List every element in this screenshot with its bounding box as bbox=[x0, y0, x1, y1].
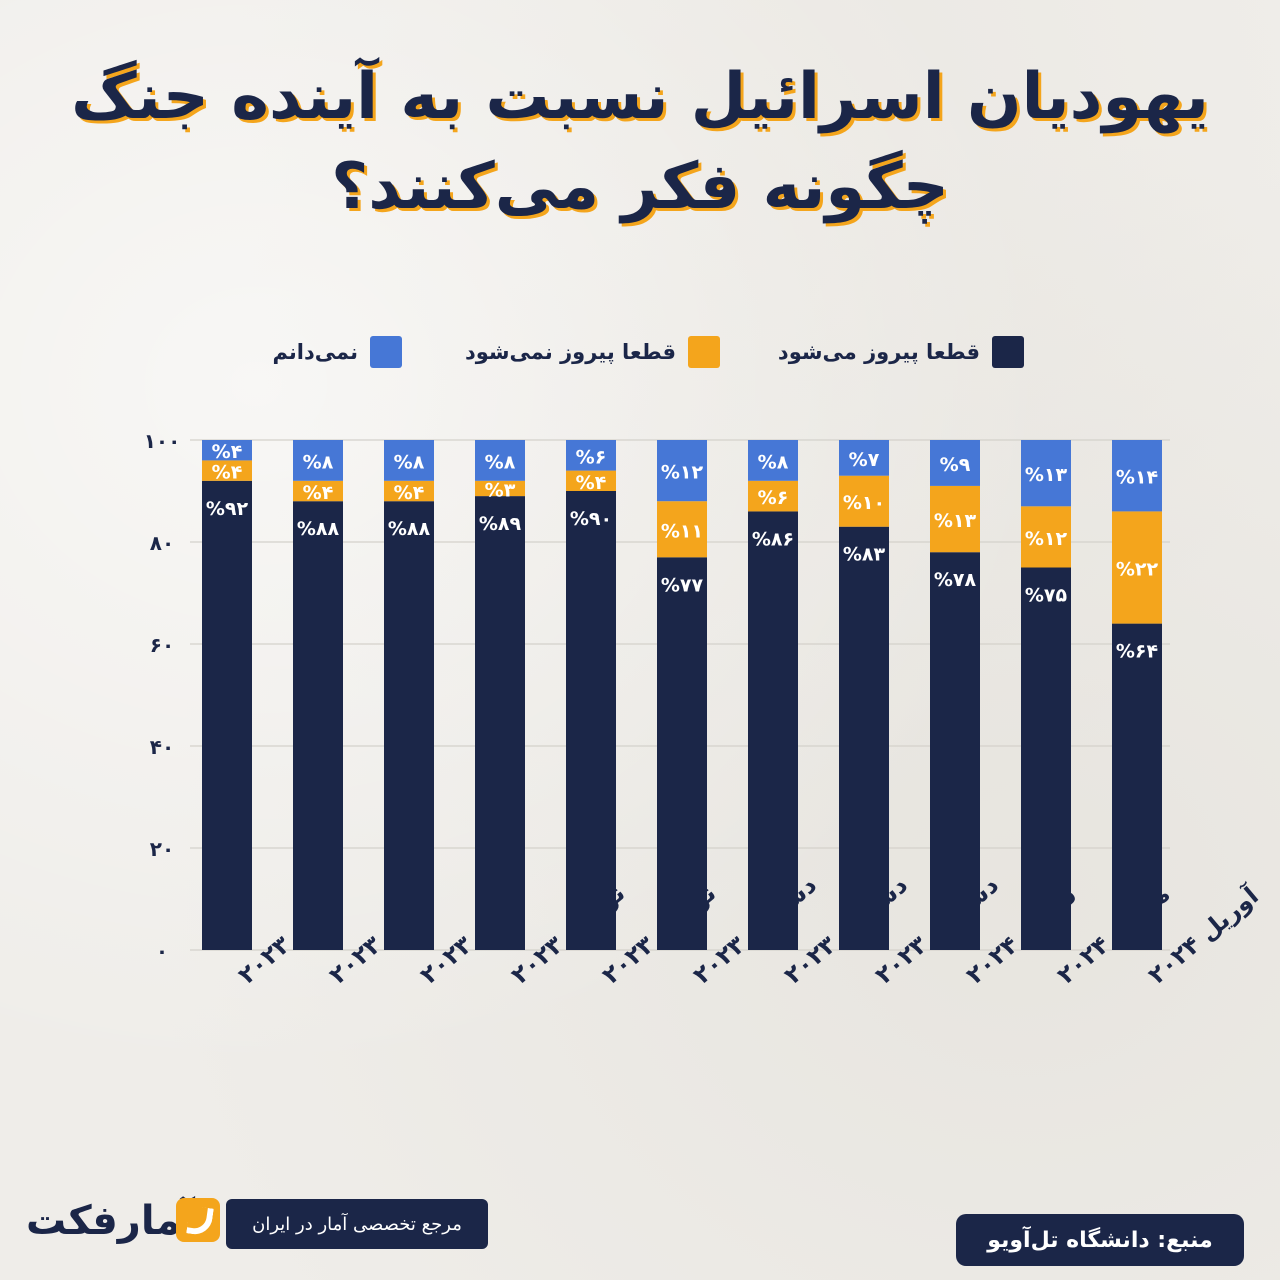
legend-item-win: قطعا پیروز می‌شود bbox=[778, 336, 1024, 368]
data-label: %۴ bbox=[576, 472, 607, 494]
bar-segment bbox=[202, 460, 252, 481]
bar-segment bbox=[930, 552, 980, 950]
bar-segment bbox=[748, 480, 798, 512]
bar-segment bbox=[839, 526, 889, 950]
data-label: %۸۸ bbox=[388, 518, 431, 540]
bar-segment bbox=[1112, 511, 1162, 624]
data-label: %۶ bbox=[758, 487, 789, 509]
bar-segment bbox=[475, 496, 525, 950]
y-tick-label: ۲۰ bbox=[150, 837, 174, 861]
data-label: %۸ bbox=[485, 451, 516, 473]
data-label: %۷۸ bbox=[934, 569, 977, 591]
bar-segment bbox=[384, 501, 434, 950]
data-label: %۹۲ bbox=[206, 498, 249, 520]
bar-segment bbox=[475, 440, 525, 481]
data-label: %۱۲ bbox=[661, 462, 704, 484]
bar-segment bbox=[930, 440, 980, 486]
bar-segment bbox=[748, 511, 798, 950]
legend-label-not-win: قطعا پیروز نمی‌شود bbox=[464, 340, 676, 364]
legend-label-dont-know: نمی‌دانم bbox=[272, 340, 358, 364]
data-label: %۶۴ bbox=[1116, 641, 1158, 663]
data-label: %۸۸ bbox=[297, 518, 340, 540]
legend-swatch-not-win bbox=[688, 336, 720, 368]
data-label: %۴ bbox=[303, 482, 334, 504]
bar-segment bbox=[748, 440, 798, 481]
bar-segment bbox=[839, 440, 889, 476]
bar-segment bbox=[657, 440, 707, 502]
y-tick-label: ۴۰ bbox=[150, 735, 174, 759]
bar-segment bbox=[566, 491, 616, 950]
legend-item-not-win: قطعا پیروز نمی‌شود bbox=[465, 336, 720, 368]
data-label: %۱۰ bbox=[843, 492, 885, 514]
bar-segment bbox=[657, 501, 707, 558]
data-label: %۲۲ bbox=[1116, 559, 1159, 581]
data-label: %۱۳ bbox=[1025, 464, 1068, 486]
data-label: %۸۹ bbox=[479, 513, 522, 535]
data-label: %۹ bbox=[940, 454, 971, 476]
bar-segment bbox=[1112, 623, 1162, 950]
data-label: %۹۰ bbox=[570, 508, 612, 530]
bar-segment bbox=[566, 440, 616, 471]
bar-segment bbox=[384, 440, 434, 481]
logo-text: آمارفکت bbox=[26, 1198, 195, 1244]
y-tick-label: ۰ bbox=[156, 939, 168, 963]
bar-segment bbox=[293, 440, 343, 481]
data-label: %۴ bbox=[212, 462, 243, 484]
bar-segment bbox=[293, 501, 343, 950]
chart-title-line2: چگونه فکر می‌کنند؟ bbox=[331, 150, 949, 224]
bar-segment bbox=[930, 485, 980, 553]
data-label: %۱۱ bbox=[661, 520, 703, 542]
data-label: %۷۷ bbox=[661, 574, 704, 596]
bar-segment bbox=[475, 480, 525, 497]
legend-label-win: قطعا پیروز می‌شود bbox=[777, 340, 980, 364]
bar-segment bbox=[1112, 440, 1162, 512]
data-label: %۸۶ bbox=[752, 528, 794, 550]
data-label: %۸ bbox=[303, 451, 334, 473]
data-label: %۴ bbox=[212, 441, 243, 463]
data-label: %۱۳ bbox=[934, 510, 977, 532]
data-label: %۸ bbox=[394, 451, 425, 473]
bar-segment bbox=[657, 557, 707, 950]
legend-swatch-dont-know bbox=[370, 336, 402, 368]
bar-segment bbox=[384, 480, 434, 502]
bar-segment bbox=[202, 480, 252, 950]
bar-segment bbox=[1021, 506, 1071, 568]
bar-segment bbox=[839, 475, 889, 527]
data-label: %۳ bbox=[485, 479, 516, 501]
legend-swatch-win bbox=[992, 336, 1024, 368]
chart-title-line1: یهودیان اسرائیل نسبت به آینده جنگ bbox=[71, 60, 1209, 134]
bar-segment bbox=[293, 480, 343, 502]
data-label: %۶ bbox=[576, 446, 607, 468]
data-label: %۱۲ bbox=[1025, 528, 1068, 550]
bar-segment bbox=[1021, 440, 1071, 507]
tagline-badge: مرجع تخصصی آمار در ایران bbox=[226, 1199, 488, 1249]
y-tick-label: ۶۰ bbox=[150, 633, 174, 657]
bar-segment bbox=[202, 440, 252, 461]
data-label: %۷ bbox=[849, 449, 880, 471]
y-tick-label: ۸۰ bbox=[150, 531, 174, 555]
data-label: %۱۴ bbox=[1116, 467, 1158, 489]
legend-item-dont-know: نمی‌دانم bbox=[272, 336, 402, 368]
chart-legend: قطعا پیروز می‌شود قطعا پیروز نمی‌شود نمی… bbox=[0, 336, 1280, 376]
bar-segment bbox=[566, 470, 616, 491]
data-label: %۴ bbox=[394, 482, 425, 504]
data-label: %۸ bbox=[758, 451, 789, 473]
data-label: %۷۵ bbox=[1025, 585, 1068, 607]
y-tick-label: ۱۰۰ bbox=[144, 429, 181, 453]
bar-segment bbox=[1021, 567, 1071, 950]
logo-mark-icon bbox=[176, 1198, 220, 1242]
brand-logo: آمارفکت bbox=[26, 1186, 222, 1262]
source-badge: منبع: دانشگاه تل‌آویو bbox=[956, 1214, 1244, 1266]
data-label: %۸۳ bbox=[843, 544, 886, 566]
